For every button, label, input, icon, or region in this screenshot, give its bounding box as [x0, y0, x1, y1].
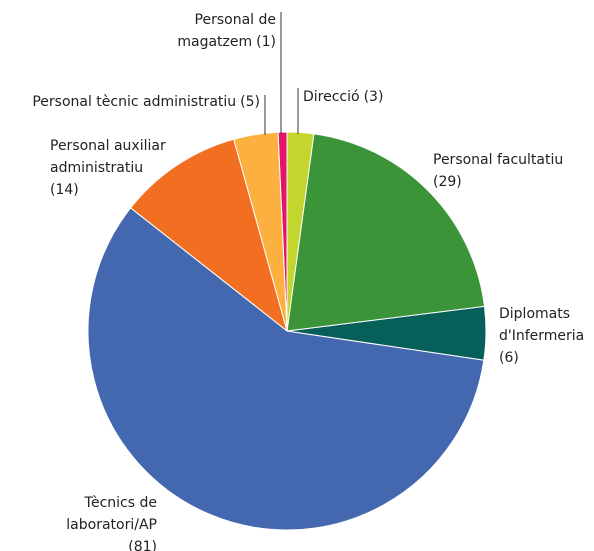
value-label: (5) — [240, 94, 260, 110]
pie-slice — [286, 131, 315, 332]
pie-slice — [286, 133, 486, 332]
slice-label: Personal de magatzem (1) — [150, 9, 276, 53]
category-label: Personal tècnic administratiu — [32, 94, 237, 110]
value-label: (14) — [50, 182, 79, 198]
slice-label: Personal tècnic administratiu (5) — [4, 91, 260, 113]
pie-slice — [87, 207, 485, 531]
category-label: Diplomats d'Infermeria — [499, 306, 585, 344]
value-label: (81) — [128, 539, 157, 551]
slice-label: Personal auxiliar administratiu (14) — [50, 135, 180, 201]
value-label: (3) — [363, 89, 384, 105]
value-label: (6) — [499, 350, 519, 366]
category-label: Tècnics de laboratori/AP — [66, 495, 157, 533]
category-label: Personal auxiliar administratiu — [50, 138, 166, 176]
value-label: (1) — [256, 34, 276, 50]
slice-label: Personal facultatiu (29) — [433, 149, 583, 193]
category-label: Direcció — [303, 89, 360, 105]
category-label: Personal facultatiu — [433, 152, 564, 168]
slice-label: Direcció (3) — [303, 86, 423, 108]
value-label: (29) — [433, 174, 462, 190]
slice-label: Diplomats d'Infermeria (6) — [499, 303, 594, 369]
category-label: Personal de magatzem — [177, 12, 276, 50]
slice-label: Tècnics de laboratori/AP (81) — [40, 492, 157, 551]
pie-slice — [129, 138, 288, 333]
